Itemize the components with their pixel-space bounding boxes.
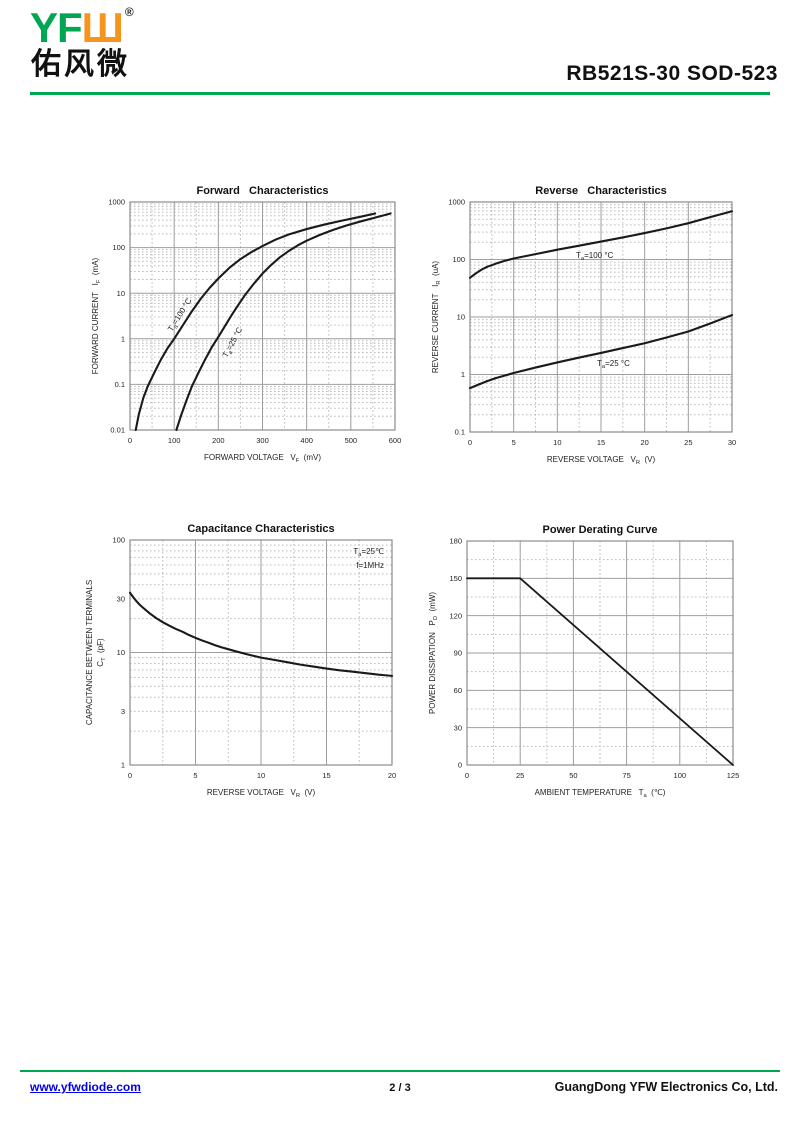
svg-text:1000: 1000 (448, 198, 465, 207)
svg-text:Forward Characteristics: Forward Characteristics (196, 185, 328, 197)
power-derating-curve-svg: 0 25 50 75 100 125 180 150 120 90 60 30 0 Power Derat… (428, 524, 740, 799)
svg-text:100: 100 (674, 771, 687, 780)
svg-text:Reverse Characteristics: Reverse Characteristics (535, 185, 666, 197)
svg-text:10: 10 (257, 771, 265, 780)
svg-text:25: 25 (516, 771, 524, 780)
svg-text:1: 1 (121, 334, 125, 343)
svg-text:0.1: 0.1 (455, 428, 465, 437)
svg-text:0: 0 (128, 436, 132, 445)
svg-text:0.1: 0.1 (115, 380, 125, 389)
svg-text:Ta=25 °C: Ta=25 °C (597, 359, 630, 370)
svg-text:75: 75 (622, 771, 630, 780)
reverse-characteristics-svg: 0 5 10 15 20 25 30 1000 100 10 1 0.1 Reverse Charact… (431, 185, 736, 466)
svg-text:60: 60 (454, 686, 462, 695)
svg-text:100: 100 (112, 243, 125, 252)
svg-text:10: 10 (457, 313, 465, 322)
svg-text:Ta=100 °C: Ta=100 °C (576, 251, 614, 262)
logo-w-icon: Ш (81, 4, 124, 51)
power-derating-curve-series-0 (466, 577, 734, 766)
logo-yf-text: YF (30, 4, 83, 51)
forward-characteristics-series-1 (175, 212, 392, 432)
capacitance-characteristics-chart: 0 5 10 15 20 100 30 10 3 1 Capacitance Characteris… (85, 522, 406, 816)
svg-text:REVERSE VOLTAGE VR (V): REVERSE VOLTAGE VR (V) (547, 455, 656, 466)
svg-text:1: 1 (461, 370, 465, 379)
svg-text:100: 100 (452, 255, 465, 264)
svg-text:AMBIENT TEMPERATURE Ta (℃): AMBIENT TEMPERATURE Ta (℃) (535, 788, 666, 799)
svg-text:15: 15 (597, 438, 605, 447)
forward-characteristics-series-0 (134, 212, 377, 432)
svg-text:300: 300 (256, 436, 269, 445)
svg-text:20: 20 (640, 438, 648, 447)
svg-text:FORWARD VOLTAGE VF (mV): FORWARD VOLTAGE VF (mV) (204, 453, 321, 464)
website-link[interactable]: www.yfwdiode.com (30, 1080, 141, 1094)
svg-text:10: 10 (553, 438, 561, 447)
svg-text:FORWARD CURRENT IF (mA): FORWARD CURRENT IF (mA) (91, 257, 102, 374)
svg-text:REVERSE CURRENT IR (uA): REVERSE CURRENT IR (uA) (431, 261, 442, 374)
capacitance-characteristics-series-0 (128, 591, 394, 677)
svg-text:600: 600 (389, 436, 402, 445)
svg-text:1: 1 (121, 761, 125, 770)
svg-text:0: 0 (465, 771, 469, 780)
svg-text:125: 125 (727, 771, 740, 780)
svg-text:0: 0 (468, 438, 472, 447)
page-title: RB521S-30 SOD-523 (566, 62, 778, 85)
reverse-characteristics-chart: 0 5 10 15 20 25 30 1000 100 10 1 0.1 Reverse Charact… (425, 184, 746, 483)
svg-text:90: 90 (454, 649, 462, 658)
svg-text:10: 10 (117, 289, 125, 298)
svg-text:5: 5 (193, 771, 197, 780)
svg-text:25: 25 (684, 438, 692, 447)
reverse-characteristics-series-1 (468, 314, 734, 390)
svg-text:POWER DISSIPATION PD (mW): POWER DISSIPATION PD (mW) (428, 592, 439, 714)
svg-text:10: 10 (117, 648, 125, 657)
svg-text:100: 100 (112, 536, 125, 545)
power-derating-chart: 0 25 50 75 100 125 180 150 120 90 60 30 0 Power Derat… (422, 523, 747, 816)
svg-text:CT (pF): CT (pF) (96, 638, 107, 667)
svg-text:120: 120 (449, 611, 462, 620)
footer-divider (20, 1070, 780, 1072)
yfw-logo: YFШ® (30, 6, 134, 49)
svg-text:REVERSE VOLTAGE VR (V): REVERSE VOLTAGE VR (V) (207, 788, 316, 799)
svg-text:0: 0 (458, 761, 462, 770)
svg-text:5: 5 (512, 438, 516, 447)
forward-characteristics-chart: 0 100 200 300 400 500 600 1000 100 10 1 0.1 0.01 Forw… (85, 184, 409, 481)
svg-text:30: 30 (117, 594, 125, 603)
svg-text:15: 15 (322, 771, 330, 780)
capacitance-characteristics-svg: 0 5 10 15 20 100 30 10 3 1 Capacitance Characteris… (85, 523, 396, 799)
svg-text:CAPACITANCE BETWEEN TERMINALS: CAPACITANCE BETWEEN TERMINALS (85, 580, 94, 725)
svg-text:Capacitance Characteristics: Capacitance Characteristics (187, 523, 334, 535)
svg-text:3: 3 (121, 707, 125, 716)
svg-text:Power Derating Curve: Power Derating Curve (543, 524, 658, 536)
svg-text:20: 20 (388, 771, 396, 780)
brand-chinese-name: 佑风微 (31, 48, 130, 81)
svg-text:0: 0 (128, 771, 132, 780)
svg-text:500: 500 (345, 436, 358, 445)
svg-text:150: 150 (449, 574, 462, 583)
registered-trademark-icon: ® (124, 5, 134, 19)
svg-text:Ta=25℃: Ta=25℃ (353, 547, 384, 558)
svg-text:50: 50 (569, 771, 577, 780)
svg-text:30: 30 (728, 438, 736, 447)
svg-text:180: 180 (449, 537, 462, 546)
svg-text:400: 400 (300, 436, 313, 445)
svg-text:1000: 1000 (108, 198, 125, 207)
header-divider (30, 92, 770, 95)
page-number: 2 / 3 (389, 1082, 411, 1094)
reverse-characteristics-series-0 (468, 210, 734, 279)
svg-text:30: 30 (454, 723, 462, 732)
svg-text:0.01: 0.01 (110, 426, 125, 435)
company-name: GuangDong YFW Electronics Co, Ltd. (554, 1080, 778, 1094)
svg-text:f=1MHz: f=1MHz (356, 561, 384, 570)
svg-text:100: 100 (168, 436, 181, 445)
forward-characteristics-svg: 0 100 200 300 400 500 600 1000 100 10 1 0.1 0.01 Forw… (91, 185, 402, 464)
svg-text:200: 200 (212, 436, 225, 445)
